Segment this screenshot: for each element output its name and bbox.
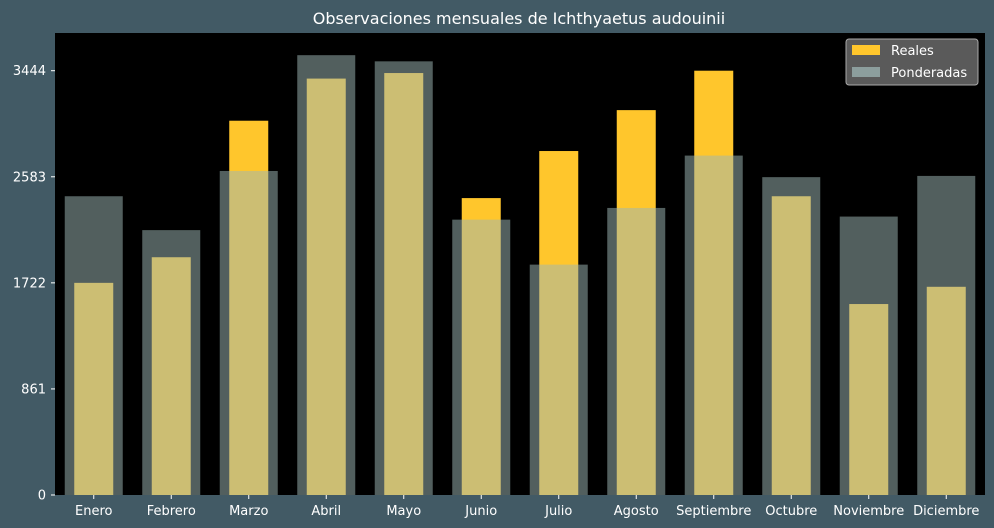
x-tick-label: Junio — [464, 504, 497, 519]
x-tick-label: Agosto — [614, 504, 659, 519]
y-tick-label: 0 — [38, 489, 46, 504]
y-tick-label: 861 — [21, 382, 46, 397]
bar-ponderadas-noviembre — [839, 216, 898, 495]
bar-ponderadas-octubre — [762, 177, 821, 496]
x-tick-label: Mayo — [386, 504, 421, 519]
bar-ponderadas-julio — [529, 264, 588, 495]
bar-ponderadas-septiembre — [684, 155, 743, 496]
y-tick-label: 3444 — [13, 64, 46, 79]
legend-swatch-ponderadas — [852, 67, 880, 77]
x-tick-label: Noviembre — [833, 504, 904, 519]
legend: Reales Ponderadas — [845, 38, 979, 86]
legend-label-reales: Reales — [891, 44, 934, 59]
bar-ponderadas-abril — [297, 55, 356, 496]
x-tick-label: Septiembre — [676, 504, 751, 519]
x-tick-label: Julio — [544, 504, 572, 519]
x-tick-label: Enero — [75, 504, 113, 519]
bar-ponderadas-febrero — [142, 230, 201, 495]
bar-ponderadas-enero — [64, 196, 123, 496]
x-axis: Enero Febrero Marzo Abril Mayo Junio Julio Agos… — [75, 495, 979, 519]
bar-ponderadas-marzo — [219, 170, 278, 495]
x-tick-label: Marzo — [229, 504, 268, 519]
bar-ponderadas-mayo — [374, 61, 433, 495]
plot-area — [55, 33, 985, 495]
x-tick-label: Diciembre — [913, 504, 979, 519]
bar-ponderadas-junio — [452, 219, 511, 495]
x-tick-label: Abril — [311, 504, 341, 519]
x-tick-label: Febrero — [147, 504, 196, 519]
legend-label-ponderadas: Ponderadas — [891, 66, 967, 81]
y-tick-label: 1722 — [13, 276, 46, 291]
x-tick-label: Octubre — [765, 504, 817, 519]
chart-title: Observaciones mensuales de Ichthyaetus a… — [313, 9, 725, 28]
legend-swatch-reales — [852, 45, 880, 55]
bar-ponderadas-agosto — [607, 207, 666, 495]
y-axis: 0 861 1722 2583 3444 — [13, 64, 55, 504]
y-tick-label: 2583 — [13, 170, 46, 185]
series-ponderadas — [64, 55, 976, 496]
bar-ponderadas-diciembre — [917, 175, 976, 496]
